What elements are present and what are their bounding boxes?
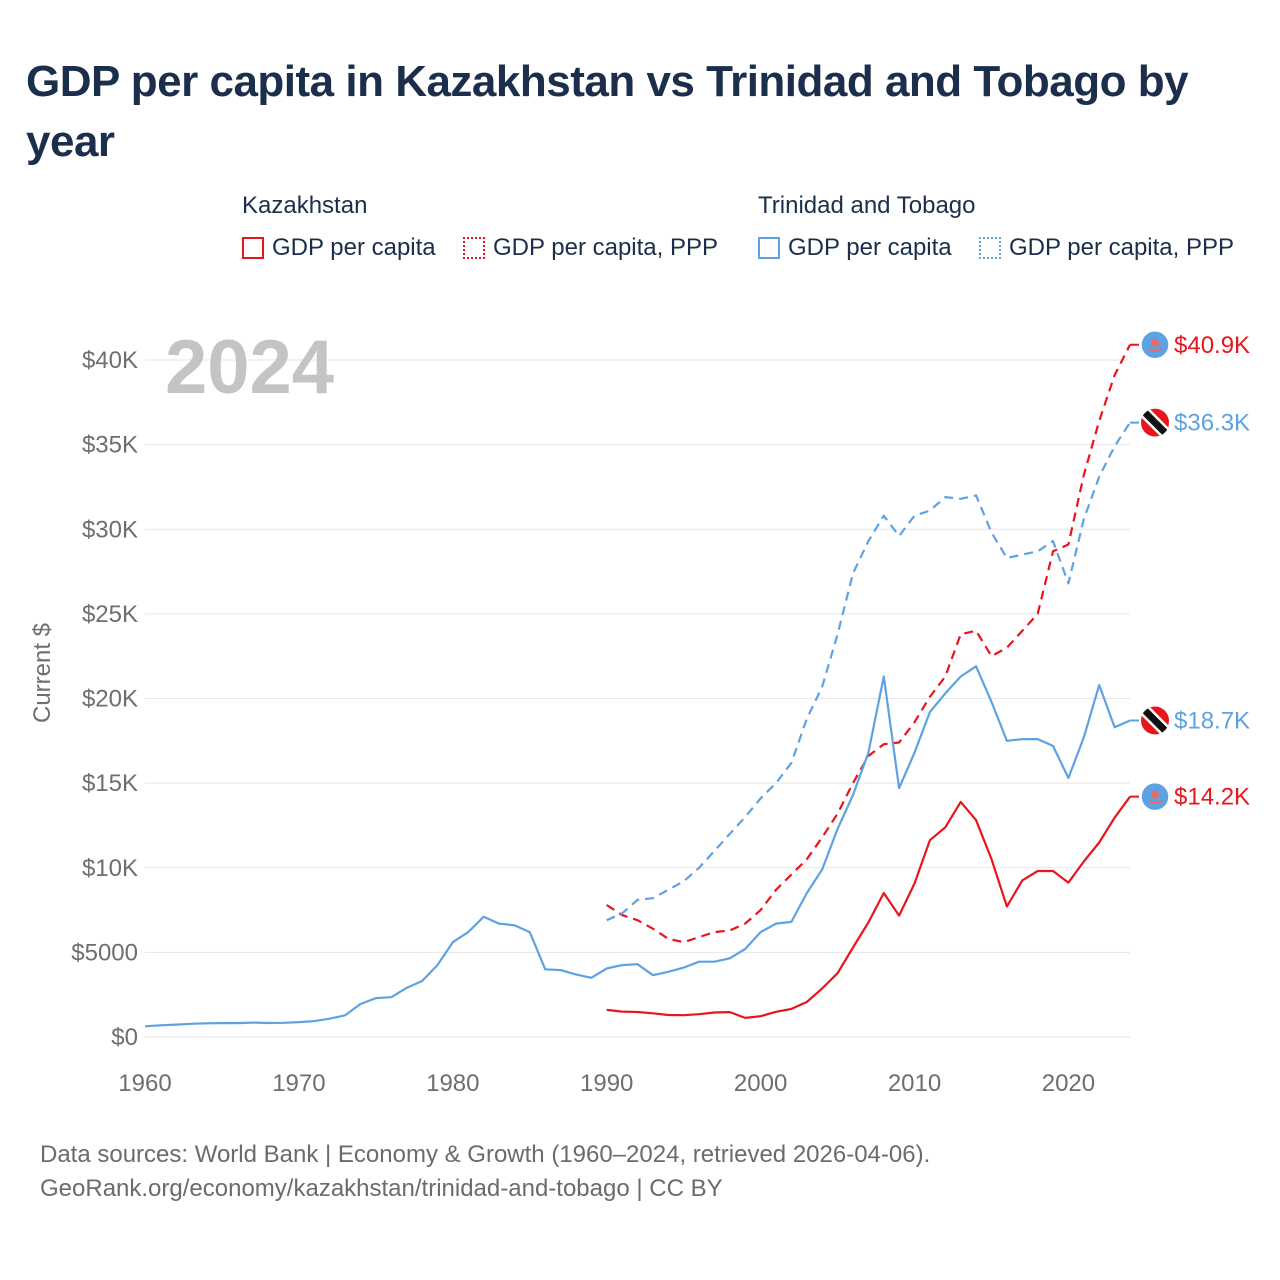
end-value-label: $18.7K [1174,708,1250,735]
chart-title: GDP per capita in Kazakhstan vs Trinidad… [26,57,1189,166]
kazakhstan-flag-icon [1140,330,1170,360]
x-axis-ticks: 1960 1970 1980 1990 2000 2010 2020 [118,1070,1095,1097]
y-tick-label: $30K [82,516,138,543]
x-tick-label: 2000 [734,1070,787,1097]
legend-group-title-trinidad: Trinidad and Tobago [758,192,976,219]
legend-group-title-kazakhstan: Kazakhstan [242,192,368,219]
y-tick-label: $0 [111,1024,138,1051]
y-tick-label: $35K [82,432,138,459]
legend-item-trinidad-gdp-ppp[interactable]: GDP per capita, PPP [979,234,1234,262]
series-line[interactable] [144,665,1131,1028]
y-axis-ticks: $0 $5000 $10K $15K $20K $25K $30K $35K $40K [71,347,138,1051]
end-value-label: $14.2K [1174,784,1250,811]
source-line-1: Data sources: World Bank | Economy & Gro… [40,1141,931,1168]
series-layer [144,344,1131,1028]
end-value-label: $36.3K [1174,410,1250,437]
legend-label: GDP per capita, PPP [1009,234,1234,261]
series-line[interactable] [606,344,1131,944]
y-tick-label: $40K [82,347,138,374]
legend-label: GDP per capita [788,234,952,261]
series-line[interactable] [606,422,1131,922]
legend-label: GDP per capita [272,234,436,261]
legend-swatch-dotted-blue [979,237,1001,259]
end-value-label: $40.9K [1174,332,1250,359]
legend-swatch-solid-blue [758,237,780,259]
x-tick-label: 2010 [888,1070,941,1097]
legend-swatch-solid-red [242,237,264,259]
kazakhstan-flag-icon [1140,781,1170,812]
y-tick-label: $10K [82,855,138,882]
y-tick-label: $25K [82,601,138,628]
trinidad-flag-icon [1141,706,1169,735]
grid-lines [145,359,1130,1038]
x-tick-label: 1990 [580,1070,633,1097]
legend-item-kazakhstan-gdp-ppp[interactable]: GDP per capita, PPP [463,234,718,262]
x-tick-label: 1980 [426,1070,479,1097]
y-axis-label: Current $ [29,623,56,723]
y-tick-label: $5000 [71,939,138,966]
series-line[interactable] [606,796,1131,1020]
legend-swatch-dotted-red [463,237,485,259]
source-line-2: GeoRank.org/economy/kazakhstan/trinidad-… [40,1175,723,1202]
legend-label: GDP per capita, PPP [493,234,718,261]
trinidad-flag-icon [1141,408,1169,437]
legend-item-trinidad-gdp[interactable]: GDP per capita [758,234,952,262]
data-source-note: Data sources: World Bank | Economy & Gro… [40,1138,930,1206]
year-label: 2024 [165,325,334,410]
legend-item-kazakhstan-gdp[interactable]: GDP per capita [242,234,436,262]
line-chart: $0 $5000 $10K $15K $20K $25K $30K $35K $40K 1960… [29,325,1250,1097]
x-tick-label: 1970 [272,1070,325,1097]
x-tick-label: 2020 [1042,1070,1095,1097]
y-tick-label: $20K [82,686,138,713]
x-tick-label: 1960 [118,1070,171,1097]
end-markers: $40.9K $36.3K $18.7K $14.2K [1130,330,1250,812]
y-tick-label: $15K [82,770,138,797]
